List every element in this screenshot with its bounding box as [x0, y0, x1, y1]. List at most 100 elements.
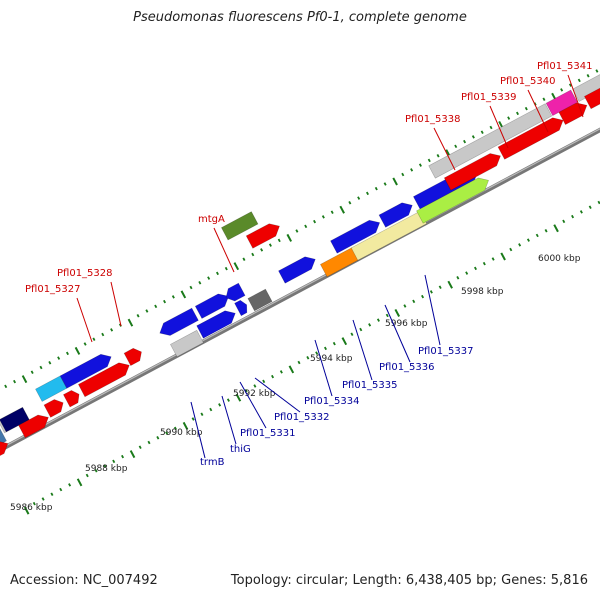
inner-scale-tick — [288, 365, 295, 374]
outer-scale-tick — [224, 266, 228, 271]
leader-line-red — [489, 105, 509, 149]
outer-scale-tick — [110, 328, 114, 332]
outer-scale-tick — [65, 351, 69, 356]
inner-scale-tick — [191, 417, 195, 421]
inner-scale-tick — [341, 337, 348, 346]
inner-scale-tick — [103, 464, 107, 468]
inner-scale-tick — [306, 356, 310, 360]
gene-label-blue: trmB — [200, 457, 225, 468]
outer-scale-tick — [268, 243, 272, 247]
gene-olive — [220, 211, 259, 241]
outer-scale-tick — [21, 375, 28, 384]
leader-line-red — [527, 89, 549, 133]
gene-label-blue: thiG — [230, 444, 251, 455]
outer-scale-tick — [454, 144, 458, 149]
outer-scale-tick — [595, 69, 599, 73]
outer-scale-tick — [471, 135, 475, 139]
gene-label-blue: Pfl01_5332 — [274, 412, 330, 423]
outer-scale-tick — [357, 196, 361, 200]
outer-scale-tick — [339, 205, 345, 214]
leader-line-red — [567, 74, 584, 118]
map-title: Pseudomonas fluorescens Pf0-1, complete … — [133, 10, 467, 25]
inner-scale-tick — [297, 360, 301, 365]
outer-scale-tick — [586, 73, 590, 78]
outer-scale-tick — [295, 229, 299, 233]
outer-scale-tick — [39, 365, 43, 370]
outer-scale-tick — [233, 262, 240, 271]
leader-line-red — [433, 127, 456, 171]
outer-scale-tick — [524, 106, 528, 111]
outer-scale-tick — [207, 276, 211, 280]
inner-scale-tick — [456, 276, 460, 280]
outer-scale-tick — [313, 219, 317, 224]
inner-scale-tick — [112, 459, 116, 464]
inner-scale-tick — [85, 473, 89, 478]
inner-scale-tick — [41, 497, 45, 501]
outer-scale-tick — [348, 201, 352, 205]
inner-scale-tick — [359, 327, 363, 332]
inner-scale-tick — [368, 323, 372, 327]
inner-scale-tick — [403, 304, 407, 308]
gene-red — [62, 390, 80, 408]
inner-scale-tick — [121, 454, 125, 459]
inner-scale-tick — [279, 370, 283, 374]
inner-scale-tick — [271, 374, 275, 379]
inner-scale-tick — [165, 431, 169, 435]
outer-scale-tick — [463, 139, 467, 144]
gene-labels: Pfl01_5341 Pfl01_5340 Pfl01_5339Pfl01_5338… — [25, 61, 593, 468]
inner-scale-tick — [491, 257, 495, 261]
inner-scale-tick — [412, 299, 416, 304]
accession-label: Accession: NC_007492 — [10, 573, 158, 588]
gene-blue-fwd — [59, 353, 112, 389]
outer-scale-tick — [542, 97, 546, 102]
scale-layer: 5986 kbp 5988 kbp 5990 kbp 5992 kbp 5994 kbp… — [4, 69, 600, 515]
outer-scale-tick — [13, 379, 17, 384]
outer-scale-tick — [507, 116, 511, 120]
gene-red — [245, 223, 280, 249]
outer-scale-tick — [410, 168, 414, 172]
outer-scale-tick — [145, 309, 149, 313]
inner-scale-tick — [571, 214, 575, 219]
inner-scale-tick — [579, 210, 583, 214]
outer-scale-tick — [171, 295, 175, 299]
inner-scale-tick — [438, 285, 442, 289]
outer-scale-tick — [83, 342, 87, 346]
gene-label-red: Pfl01_5328 — [57, 268, 113, 279]
outer-scale-tick — [392, 177, 398, 186]
inner-scale-tick — [253, 384, 257, 388]
gene-magenta — [545, 89, 578, 117]
inner-scale-tick — [94, 468, 98, 473]
outer-scale-tick — [163, 299, 167, 304]
inner-scale-tick — [23, 506, 30, 515]
gene-label-red: Pfl01_5341 — [537, 61, 593, 72]
leader-line-red — [110, 281, 122, 327]
leader-line-red — [76, 297, 93, 343]
gene-blue-fwd — [378, 202, 413, 228]
gene-label-blue: Pfl01_5337 — [418, 346, 474, 357]
inner-scale-tick — [482, 261, 486, 266]
inner-scale-tick — [385, 313, 389, 318]
gene-label-blue: Pfl01_5335 — [342, 380, 398, 391]
outer-scale-tick — [436, 153, 440, 158]
outer-scale-tick — [374, 186, 378, 191]
gene-blue-fwd — [194, 293, 230, 319]
inner-scale-tick — [50, 492, 54, 497]
inner-scale-tick — [147, 440, 151, 445]
gene-gray — [169, 329, 204, 358]
inner-scale-tick — [32, 501, 36, 506]
outer-scale-tick — [92, 337, 96, 342]
outer-scale-tick — [321, 215, 325, 219]
scale-label: 5988 kbp — [85, 464, 128, 474]
outer-scale-tick — [4, 384, 8, 389]
outer-scale-tick — [189, 285, 193, 290]
inner-scale-tick — [518, 243, 522, 247]
inner-scale-tick — [562, 219, 566, 224]
gene-red — [583, 87, 600, 110]
gene-blue-fwd — [196, 310, 236, 339]
outer-scale-tick — [480, 130, 484, 134]
outer-scale-tick — [277, 238, 281, 243]
scale-label: 5994 kbp — [310, 354, 353, 364]
gene-blue-rev — [225, 282, 246, 302]
inner-scale-tick — [262, 379, 266, 384]
